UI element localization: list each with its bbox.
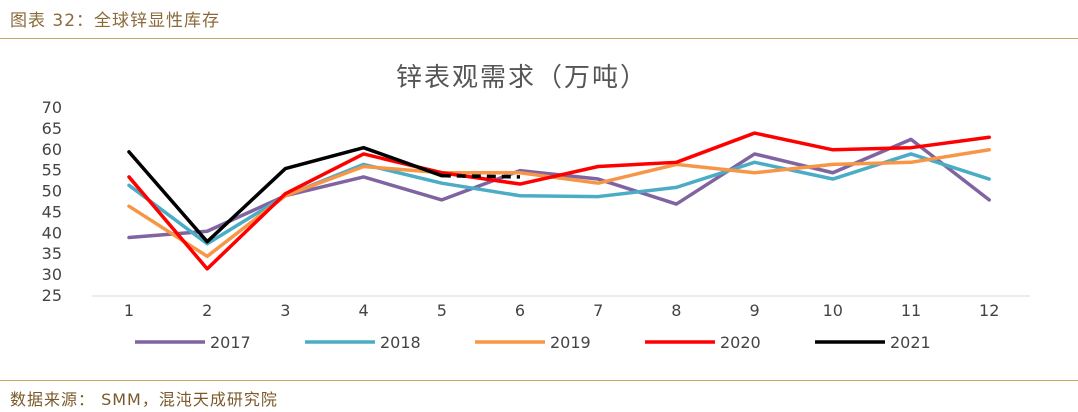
y-tick-label: 40 bbox=[42, 223, 62, 242]
y-tick-label: 30 bbox=[42, 265, 62, 284]
legend: 2017 2018 2019 2020 2021 bbox=[135, 333, 931, 352]
figure-caption: 图表 32：全球锌显性库存 bbox=[10, 11, 221, 31]
y-tick-label: 45 bbox=[42, 202, 62, 221]
series-line-2020 bbox=[127, 131, 991, 271]
x-tick-label: 3 bbox=[280, 301, 290, 320]
legend-label-2021: 2021 bbox=[890, 333, 931, 352]
x-tick-label: 10 bbox=[823, 301, 843, 320]
x-axis-tick-labels: 1 2 3 4 5 6 7 8 9 10 11 12 bbox=[124, 301, 999, 320]
y-tick-label: 60 bbox=[42, 140, 62, 159]
x-tick-label: 8 bbox=[671, 301, 681, 320]
y-tick-label: 50 bbox=[42, 182, 62, 201]
legend-label-2017: 2017 bbox=[210, 333, 251, 352]
y-tick-label: 65 bbox=[42, 119, 62, 138]
y-tick-label: 35 bbox=[42, 244, 62, 263]
x-tick-label: 6 bbox=[515, 301, 525, 320]
x-tick-label: 4 bbox=[359, 301, 369, 320]
series-line-2017 bbox=[127, 137, 991, 240]
legend-label-2019: 2019 bbox=[550, 333, 591, 352]
y-tick-label: 55 bbox=[42, 161, 62, 180]
x-tick-label: 11 bbox=[901, 301, 921, 320]
legend-label-2020: 2020 bbox=[720, 333, 761, 352]
source-note: 数据来源： SMM，混沌天成研究院 bbox=[10, 390, 278, 409]
x-tick-label: 2 bbox=[202, 301, 212, 320]
y-tick-label: 70 bbox=[42, 98, 62, 117]
series-line-2018 bbox=[127, 152, 991, 246]
caption-rule bbox=[0, 38, 1078, 39]
y-tick-label: 25 bbox=[42, 286, 62, 305]
chart-title: 锌表观需求（万吨） bbox=[396, 63, 648, 93]
x-tick-label: 12 bbox=[979, 301, 999, 320]
source-rule bbox=[0, 380, 1078, 381]
series-line-2019 bbox=[127, 148, 991, 259]
x-tick-label: 1 bbox=[124, 301, 134, 320]
series-line-2021-dashed bbox=[441, 173, 521, 179]
x-tick-label: 7 bbox=[593, 301, 603, 320]
series-line-2021 bbox=[127, 145, 444, 244]
x-tick-label: 5 bbox=[437, 301, 447, 320]
series-lines bbox=[127, 131, 991, 271]
x-tick-label: 9 bbox=[750, 301, 760, 320]
legend-label-2018: 2018 bbox=[380, 333, 421, 352]
